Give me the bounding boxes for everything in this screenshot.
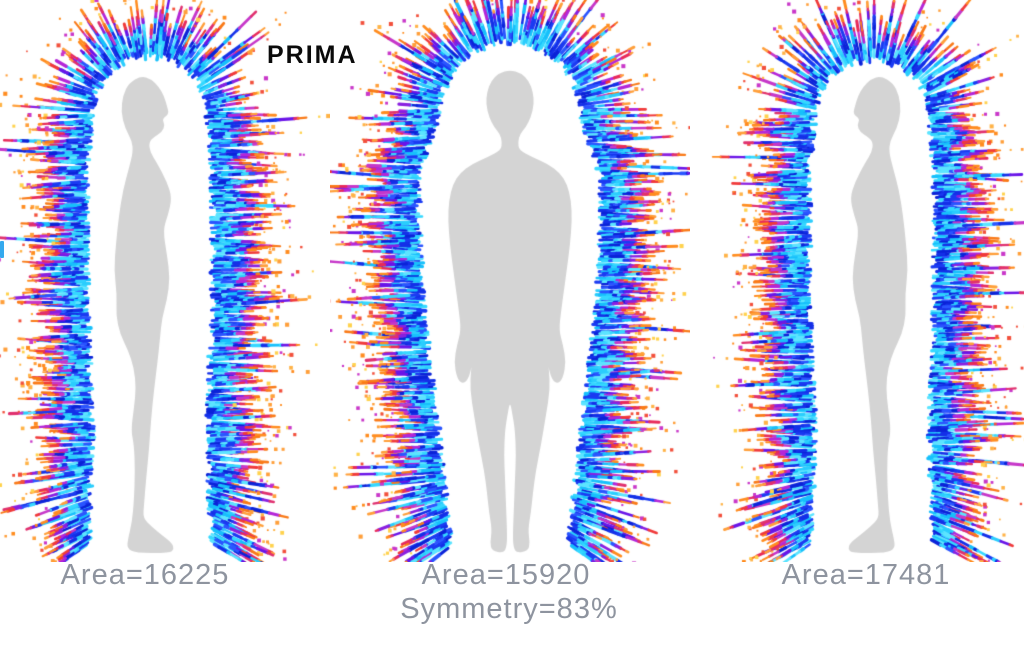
aura-figure-side-right: Area=16225 xyxy=(0,0,330,645)
symmetry-label-middle: Symmetry=83% xyxy=(400,593,618,625)
aura-figure-front: Area=15920 Symmetry=83% xyxy=(330,0,690,645)
aura-figure-side-left: Area=17481 xyxy=(692,0,1024,645)
figure-labels-right: Area=17481 xyxy=(686,558,1024,592)
figure-labels-middle: Area=15920 Symmetry=83% xyxy=(326,558,686,626)
aura-canvas-side-left xyxy=(692,0,1024,562)
aura-canvas-side-right xyxy=(0,0,330,562)
area-label-left: Area=16225 xyxy=(60,559,230,591)
figure-labels-left: Area=16225 xyxy=(0,558,325,592)
area-label-right: Area=17481 xyxy=(781,559,951,591)
area-label-middle: Area=15920 xyxy=(421,559,591,591)
aura-canvas-front xyxy=(330,0,690,562)
